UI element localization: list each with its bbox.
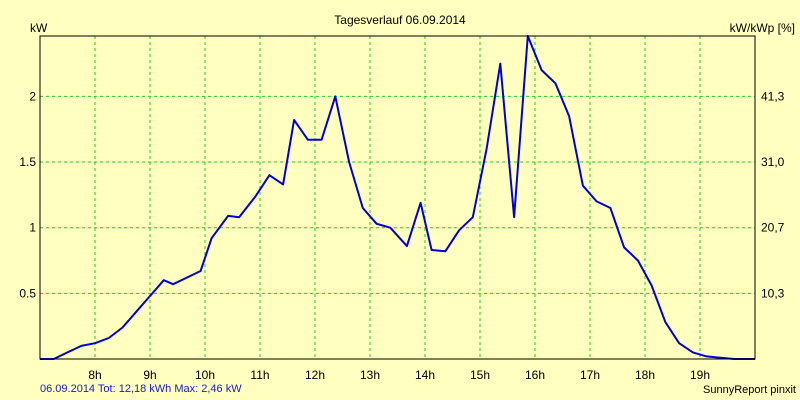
x-tick-label: 9h — [143, 368, 156, 382]
credit-footer: SunnyReport pinxit — [703, 384, 796, 396]
plot-frame — [39, 35, 756, 360]
x-tick-label: 17h — [580, 368, 600, 382]
y-tick-label-right: 31,0 — [761, 155, 785, 169]
y-tick-label-left: 0.5 — [19, 286, 36, 300]
tick-labels: 0.5 1 1.5 2 10,3 20,7 31,0 41,3 8h 9h 10h 11h 12h 13h… — [19, 89, 784, 382]
y-axis-left-label: kW — [30, 21, 48, 35]
x-tick-label: 15h — [470, 368, 490, 382]
x-tick-label: 13h — [360, 368, 380, 382]
summary-footer: 06.09.2014 Tot: 12,18 kWh Max: 2,46 kW — [40, 383, 242, 395]
x-tick-label: 11h — [250, 368, 269, 382]
x-tick-label: 12h — [305, 368, 325, 382]
y-tick-label-right: 41,3 — [761, 89, 785, 103]
x-tick-label: 14h — [415, 368, 435, 382]
grid-lines — [40, 36, 755, 359]
x-tick-label: 10h — [195, 368, 215, 382]
y-tick-label-right: 20,7 — [761, 221, 785, 235]
y-tick-label-left: 1.5 — [19, 155, 36, 169]
y-tick-label-left: 2 — [29, 89, 36, 103]
y-tick-label-left: 1 — [29, 221, 36, 235]
y-tick-label-right: 10,3 — [761, 286, 785, 300]
y-axis-right-label: kW/kWp [%] — [730, 21, 795, 35]
x-tick-label: 19h — [690, 368, 710, 382]
series-line-0 — [40, 35, 755, 360]
x-tick-label: 8h — [88, 368, 101, 382]
x-tick-label: 18h — [635, 368, 655, 382]
x-tick-label: 16h — [525, 368, 545, 382]
chart-title: Tagesverlauf 06.09.2014 — [334, 13, 466, 27]
series-group — [40, 35, 755, 360]
